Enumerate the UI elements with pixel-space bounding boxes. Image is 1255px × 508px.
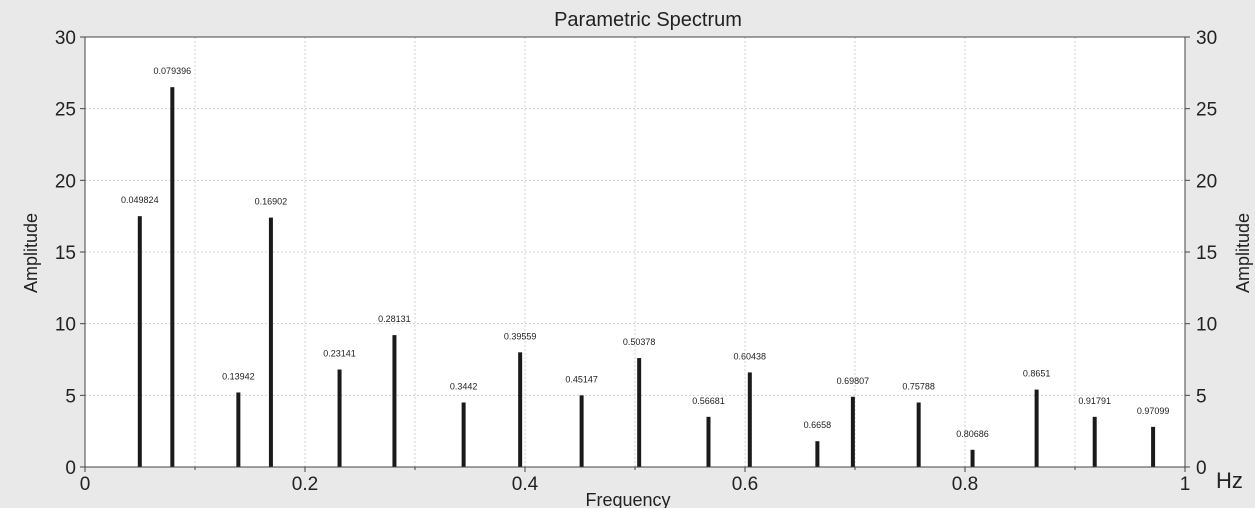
bar-data-label: 0.39559 — [504, 331, 537, 341]
y-tick-label-left: 20 — [55, 171, 76, 192]
spectrum-bar — [518, 352, 523, 467]
chart-title: Parametric Spectrum — [554, 9, 742, 31]
y-tick-label-right: 20 — [1196, 171, 1217, 192]
x-tick-label: 0.6 — [732, 474, 758, 495]
spectrum-bar — [1092, 416, 1097, 467]
y-tick-label-right: 10 — [1196, 315, 1217, 336]
bar-data-label: 0.75788 — [902, 382, 935, 392]
spectrum-bar — [747, 372, 752, 467]
spectrum-bar — [337, 369, 342, 467]
spectrum-bar — [706, 416, 711, 467]
bar-data-label: 0.23141 — [323, 349, 356, 359]
bar-data-label: 0.8651 — [1023, 369, 1051, 379]
bar-data-label: 0.13942 — [222, 371, 255, 381]
y-tick-label-right: 5 — [1196, 386, 1207, 407]
spectrum-bar — [637, 358, 642, 467]
spectrum-bar — [461, 402, 466, 467]
y-tick-label-left: 25 — [55, 100, 76, 121]
bar-data-label: 0.049824 — [121, 195, 159, 205]
x-tick-label: 1 — [1180, 474, 1191, 495]
bar-data-label: 0.079396 — [154, 66, 192, 76]
spectrum-bar — [137, 216, 142, 467]
spectrum-bar — [916, 402, 921, 467]
spectrum-bar — [815, 441, 820, 467]
x-tick-label: 0.8 — [952, 474, 978, 495]
bar-data-label: 0.60438 — [734, 351, 767, 361]
bar-data-label: 0.80686 — [956, 429, 989, 439]
y-tick-label-left: 0 — [65, 458, 76, 479]
y-tick-label-right: 25 — [1196, 100, 1217, 121]
bar-data-label: 0.3442 — [450, 382, 478, 392]
bar-data-label: 0.56681 — [692, 396, 725, 406]
bar-data-label: 0.91791 — [1078, 396, 1111, 406]
bar-data-label: 0.50378 — [623, 337, 656, 347]
x-axis-unit: Hz — [1216, 468, 1243, 493]
y-tick-label-right: 30 — [1196, 28, 1217, 49]
spectrum-bar — [579, 395, 584, 467]
bar-data-label: 0.16902 — [255, 197, 288, 207]
spectrum-bar — [268, 217, 273, 467]
y-tick-label-left: 5 — [65, 386, 76, 407]
x-tick-label: 0 — [80, 474, 91, 495]
spectrum-bar — [1034, 389, 1039, 467]
grid-lines — [85, 37, 1185, 467]
x-tick-label: 0.2 — [292, 474, 318, 495]
bars — [137, 87, 1156, 468]
bar-data-label: 0.28131 — [378, 314, 411, 324]
spectrum-bar — [170, 87, 175, 468]
bar-data-label: 0.97099 — [1137, 406, 1170, 416]
y-axis-label-left: Amplitude — [21, 213, 41, 293]
data-labels: 0.049824 0.079396 0.13942 0.16902 0.23141 0.2… — [121, 66, 1169, 439]
x-tick-label: 0.4 — [512, 474, 539, 495]
y-tick-label-left: 15 — [55, 243, 76, 264]
spectrum-bar — [236, 392, 241, 467]
spectrum-bar — [850, 396, 855, 467]
bar-data-label: 0.69807 — [837, 376, 870, 386]
y-tick-label-left: 30 — [55, 28, 76, 49]
axes — [80, 36, 1190, 472]
y-axis-label-right: Amplitude — [1233, 213, 1253, 293]
spectrum-bar — [1151, 426, 1156, 467]
bar-data-label: 0.45147 — [565, 374, 598, 384]
spectrum-bar — [392, 335, 397, 467]
x-axis-label: Frequency — [585, 490, 670, 508]
y-tick-label-right: 0 — [1196, 458, 1207, 479]
bar-data-label: 0.6658 — [804, 420, 832, 430]
spectrum-bar — [970, 449, 975, 467]
y-tick-label-left: 10 — [55, 315, 76, 336]
y-tick-label-right: 15 — [1196, 243, 1217, 264]
